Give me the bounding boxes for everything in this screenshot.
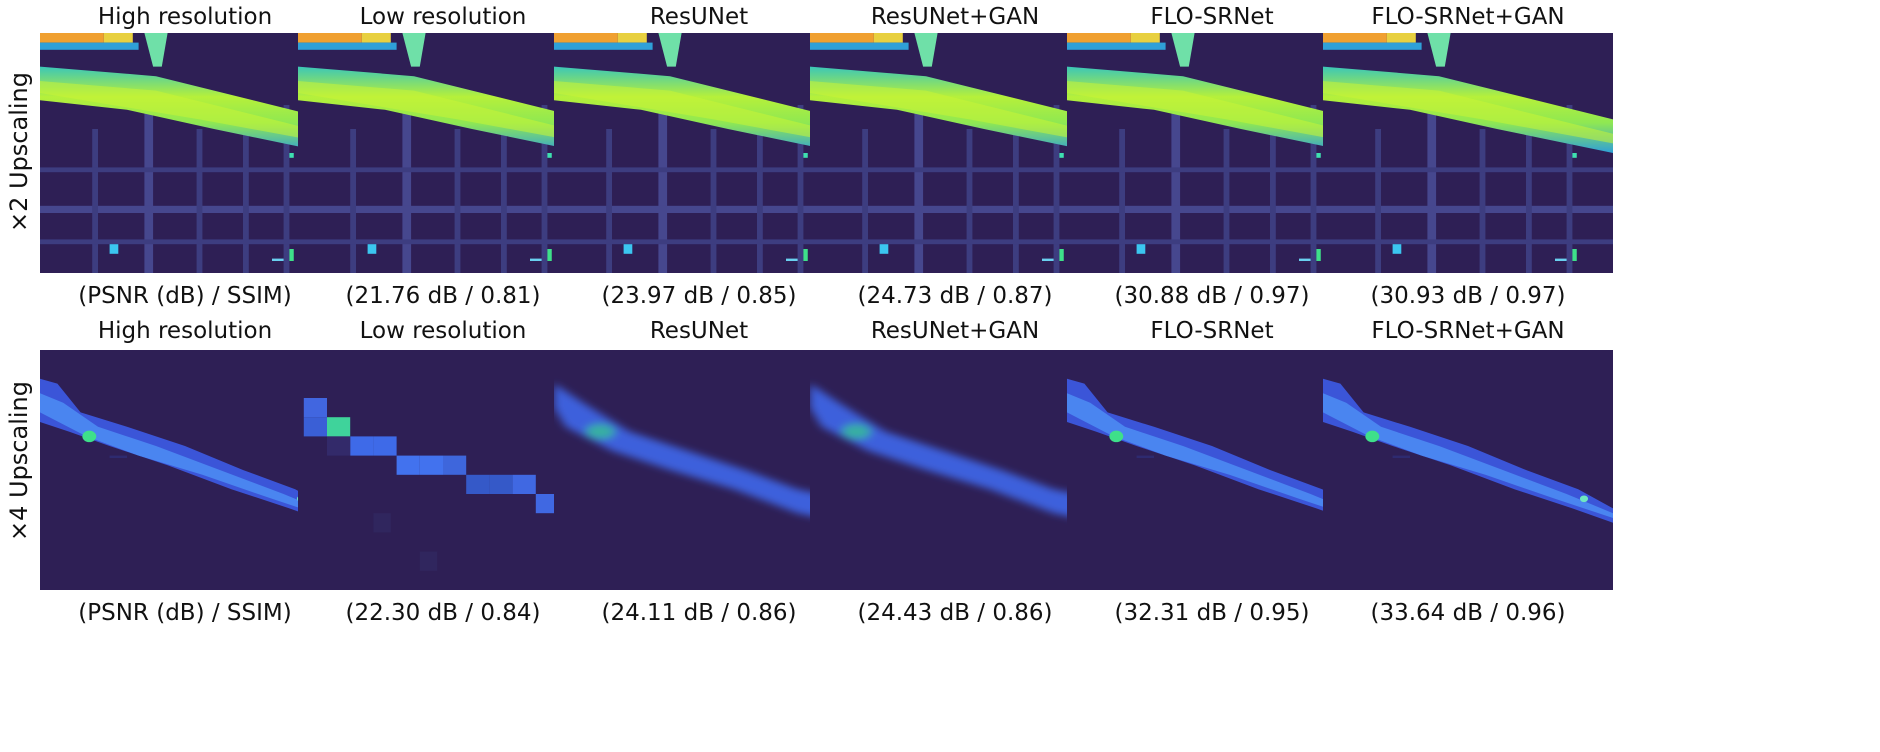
panel-caption: (21.76 dB / 0.81) (345, 283, 541, 309)
row-label-x2: ×2 Upscaling (5, 72, 33, 232)
image-panel-x4-resunet (554, 350, 844, 590)
flood-map-x4-resunet (554, 350, 844, 590)
panel-title: FLO-SRNet+GAN (1371, 4, 1565, 30)
image-panel-x2-low-resolution (298, 33, 588, 273)
panel-caption: (33.64 dB / 0.96) (1370, 600, 1566, 626)
panel-caption: (24.43 dB / 0.86) (857, 600, 1053, 626)
image-panel-x4-resunet-gan (810, 350, 1100, 590)
image-panel-x2-flo-srnet-gan (1323, 33, 1613, 273)
panel-title: ResUNet+GAN (870, 4, 1040, 30)
panel-caption: (PSNR (dB) / SSIM) (78, 283, 292, 309)
panel-title: Low resolution (359, 4, 527, 30)
panel-caption: (23.97 dB / 0.85) (601, 283, 797, 309)
panel-title: ResUNet (649, 318, 749, 344)
image-panel-x2-resunet-gan (810, 33, 1100, 273)
image-panel-x2-flo-srnet (1067, 33, 1357, 273)
panel-caption: (24.73 dB / 0.87) (857, 283, 1053, 309)
flood-map-x4-high-resolution (40, 378, 330, 523)
panel-caption: (30.88 dB / 0.97) (1114, 283, 1310, 309)
panel-caption: (24.11 dB / 0.86) (601, 600, 797, 626)
panel-title: Low resolution (359, 318, 527, 344)
flood-map-x2-high-resolution (40, 33, 330, 273)
panel-title: FLO-SRNet (1150, 318, 1274, 344)
panel-title: ResUNet+GAN (870, 318, 1040, 344)
flood-map-x4-low-resolution (303, 398, 583, 571)
row-label-x4: ×4 Upscaling (5, 381, 33, 541)
flood-map-x2-resunet (554, 33, 844, 273)
panel-title: FLO-SRNet+GAN (1371, 318, 1565, 344)
image-panel-x2-resunet (554, 33, 844, 273)
panel-caption: (30.93 dB / 0.97) (1370, 283, 1566, 309)
flood-map-x2-flo-srnet (1067, 33, 1357, 273)
image-panel-x4-high-resolution (40, 350, 330, 590)
panel-title: High resolution (97, 318, 273, 344)
flood-map-x4-flo-srnet-gan (1323, 378, 1613, 523)
flood-map-x2-resunet-gan (810, 33, 1100, 273)
image-panel-x4-low-resolution (298, 350, 588, 590)
image-panel-x2-high-resolution (40, 33, 330, 273)
panel-caption: (PSNR (dB) / SSIM) (78, 600, 292, 626)
panel-caption: (22.30 dB / 0.84) (345, 600, 541, 626)
flood-map-x4-resunet-gan (810, 350, 1100, 590)
panel-title: ResUNet (649, 4, 749, 30)
flood-map-x2-flo-srnet-gan (1323, 33, 1613, 273)
flood-map-x4-flo-srnet (1067, 378, 1357, 523)
panel-title: FLO-SRNet (1150, 4, 1274, 30)
image-panel-x4-flo-srnet-gan (1323, 350, 1613, 590)
image-panel-x4-flo-srnet (1067, 350, 1357, 590)
flood-map-x2-low-resolution (298, 33, 588, 273)
panel-title: High resolution (97, 4, 273, 30)
panel-caption: (32.31 dB / 0.95) (1114, 600, 1310, 626)
